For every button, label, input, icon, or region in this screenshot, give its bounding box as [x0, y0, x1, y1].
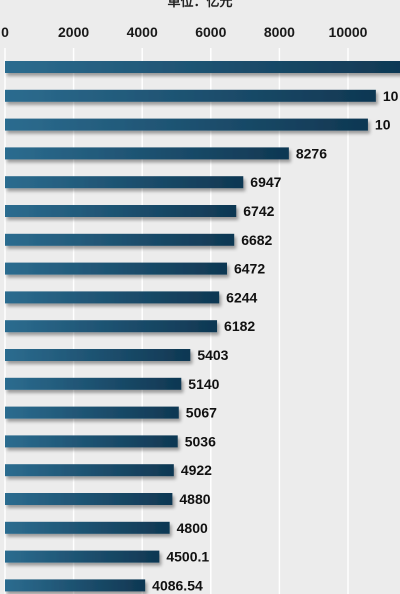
bar-value-label: 5140 [188, 376, 219, 392]
bar [5, 377, 182, 390]
x-axis-ticks: 0 2000 4000 6000 8000 10000 [1, 24, 368, 40]
bar [5, 291, 220, 304]
bar [5, 349, 191, 361]
bar-value-label: 10 [375, 117, 391, 133]
bar-value-label: 10 [383, 88, 399, 104]
x-tick-label: 8000 [264, 24, 295, 40]
x-tick-label: 0 [1, 24, 9, 40]
bars [5, 61, 400, 592]
x-tick-label: 2000 [58, 24, 89, 40]
bar-value-label: 4500.1 [166, 549, 209, 565]
bar [5, 262, 227, 275]
bar-value-label: 6182 [224, 318, 255, 334]
bar [5, 320, 218, 333]
bar [5, 435, 178, 448]
x-tick-label: 4000 [127, 24, 158, 40]
bar-value-label: 4880 [179, 491, 210, 507]
bar [5, 550, 160, 563]
bar [5, 89, 376, 102]
bar-value-label: 6244 [226, 289, 257, 305]
bar-value-label: 6742 [243, 203, 274, 219]
bar-value-label: 4922 [181, 462, 212, 478]
bar-value-label: 5403 [197, 347, 228, 363]
x-tick-label: 6000 [195, 24, 226, 40]
bar-value-label: 8276 [296, 145, 327, 161]
bar [5, 61, 400, 73]
bar [5, 147, 289, 160]
x-tick-label: 10000 [329, 24, 368, 40]
bar [5, 579, 146, 592]
bar-value-label: 5036 [185, 433, 216, 449]
bar-value-label: 6947 [250, 174, 281, 190]
bar [5, 406, 179, 419]
bar-value-label: 6472 [234, 261, 265, 277]
bar [5, 118, 368, 131]
bar [5, 521, 170, 534]
data-labels: 10 10 8276 6947 6742 6682 6472 6244 6182 5403 5140… [152, 88, 398, 594]
bar-value-label: 4086.54 [152, 577, 203, 593]
bar-value-label: 4800 [177, 520, 208, 536]
bar [5, 205, 237, 217]
bar [5, 493, 173, 505]
bar-value-label: 6682 [241, 232, 272, 248]
bar-value-label: 5067 [186, 405, 217, 421]
bar [5, 233, 235, 246]
unit-label: 单位：亿元 [167, 0, 232, 9]
bar [5, 176, 244, 189]
bar [5, 464, 174, 477]
